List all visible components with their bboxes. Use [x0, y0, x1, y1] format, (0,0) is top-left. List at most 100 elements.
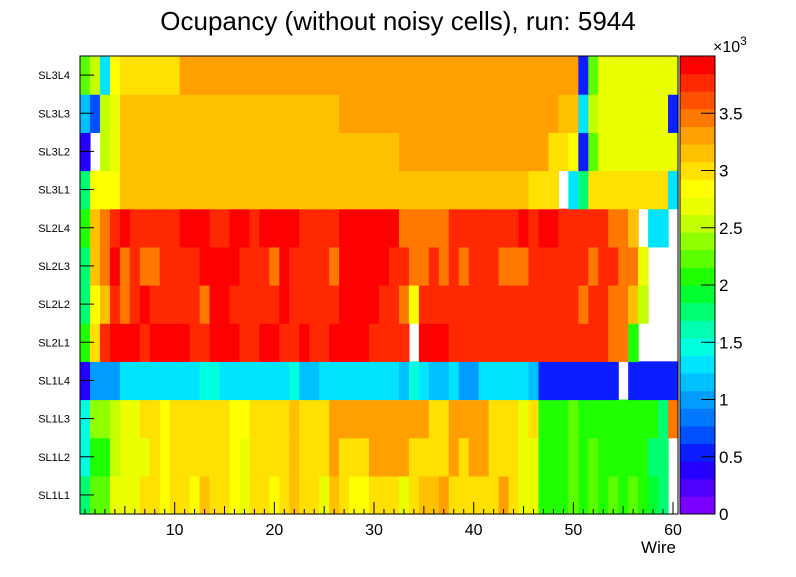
heatmap-cell	[588, 246, 599, 286]
heatmap-cell	[538, 94, 550, 133]
heatmap-cell	[458, 323, 470, 362]
color-scale-swatch	[680, 496, 715, 515]
heatmap-cell	[548, 246, 559, 286]
heatmap-cell	[119, 132, 131, 172]
heatmap-cell	[269, 323, 280, 362]
heatmap-cell	[428, 208, 440, 248]
heatmap-cell	[189, 246, 201, 286]
heatmap-cell	[289, 437, 300, 477]
heatmap-cell	[329, 361, 340, 401]
heatmap-cell	[99, 323, 111, 362]
heatmap-cell	[379, 94, 390, 133]
heatmap-cell	[538, 246, 550, 286]
heatmap-cell	[229, 285, 241, 324]
heatmap-cell	[209, 132, 221, 172]
heatmap-cell	[229, 437, 241, 477]
heatmap-cell	[498, 170, 510, 210]
heatmap-cell	[528, 56, 540, 95]
heatmap-cell	[538, 285, 550, 324]
heatmap-cell	[169, 208, 181, 248]
heatmap-cell	[329, 323, 340, 362]
heatmap-cell	[518, 170, 530, 210]
heatmap-cell	[359, 437, 370, 477]
heatmap-cell	[109, 56, 121, 95]
heatmap-cell	[588, 132, 599, 172]
heatmap-cell	[548, 475, 559, 515]
heatmap-cell	[588, 437, 599, 477]
heatmap-cell	[229, 399, 241, 439]
heatmap-cell	[379, 285, 390, 324]
heatmap-cell	[398, 399, 410, 439]
heatmap-cell	[408, 208, 420, 248]
heatmap-cell	[608, 323, 619, 362]
heatmap-cell	[428, 437, 440, 477]
heatmap-cell	[109, 323, 121, 362]
heatmap-cell	[668, 94, 679, 133]
heatmap-cell	[179, 132, 191, 172]
heatmap-cell	[339, 94, 350, 133]
heatmap-cell	[179, 56, 191, 95]
heatmap-cell	[369, 170, 380, 210]
heatmap-cell	[279, 208, 290, 248]
heatmap-cell	[139, 56, 151, 95]
color-scale-swatch	[680, 232, 715, 251]
heatmap-cell	[658, 94, 669, 133]
heatmap-cell	[339, 399, 350, 439]
color-scale-label: 2.5	[719, 219, 743, 238]
heatmap-cell	[349, 399, 360, 439]
heatmap-cell	[548, 170, 559, 210]
heatmap-cell	[109, 94, 121, 133]
heatmap-cell	[149, 132, 161, 172]
heatmap-cell	[538, 399, 550, 439]
heatmap-cell	[598, 170, 609, 210]
heatmap-cell	[349, 208, 360, 248]
color-scale-swatch	[680, 373, 715, 392]
heatmap-cell	[219, 56, 231, 95]
heatmap-cell	[488, 94, 500, 133]
heatmap-cell	[139, 399, 151, 439]
heatmap-cell	[418, 285, 430, 324]
heatmap-cell	[169, 132, 181, 172]
heatmap-cell	[548, 132, 559, 172]
heatmap-cell	[488, 56, 500, 95]
heatmap-cell	[119, 399, 131, 439]
heatmap-cell	[369, 132, 380, 172]
heatmap-cell	[359, 56, 370, 95]
heatmap-cell	[239, 285, 251, 324]
color-scale-swatch	[680, 478, 715, 497]
heatmap-cell	[189, 56, 201, 95]
heatmap-cell	[478, 208, 490, 248]
x-tick-label: 60	[664, 522, 682, 539]
heatmap-cell	[129, 170, 141, 210]
heatmap-cell	[99, 94, 111, 133]
heatmap-cell	[309, 170, 320, 210]
heatmap-cell	[169, 361, 181, 401]
heatmap-cell	[299, 475, 310, 515]
heatmap-cell	[169, 475, 181, 515]
heatmap-cell	[618, 246, 629, 286]
heatmap-cell	[349, 56, 360, 95]
heatmap-cell	[568, 323, 579, 362]
heatmap-cell	[618, 475, 629, 515]
heatmap-cell	[239, 170, 251, 210]
heatmap-cell	[428, 94, 440, 133]
heatmap-cell	[199, 208, 211, 248]
heatmap-cell	[488, 285, 500, 324]
y-tick-label: SL1L1	[38, 490, 70, 502]
color-scale-exponent-base: ×10	[713, 39, 740, 56]
heatmap-cell	[478, 399, 490, 439]
heatmap-cell	[538, 361, 550, 401]
heatmap-cell	[379, 323, 390, 362]
heatmap-cell	[668, 56, 679, 95]
heatmap-cell	[189, 399, 201, 439]
heatmap-cell	[418, 246, 430, 286]
heatmap-cell	[628, 170, 639, 210]
heatmap-cell	[369, 437, 380, 477]
heatmap-cell	[528, 132, 540, 172]
x-tick-label: 50	[564, 522, 582, 539]
heatmap-cell	[339, 323, 350, 362]
heatmap-cell	[169, 399, 181, 439]
heatmap-cell	[468, 361, 480, 401]
heatmap-cell	[259, 475, 270, 515]
heatmap-cell	[548, 437, 559, 477]
